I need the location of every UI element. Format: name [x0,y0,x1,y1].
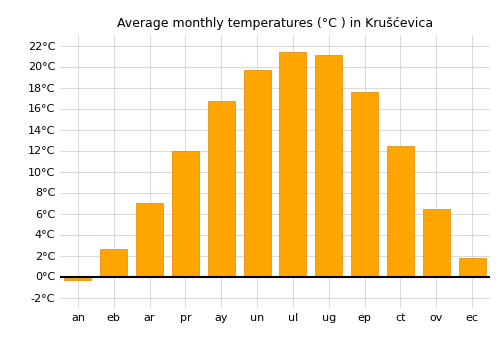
Bar [100,249,127,276]
Bar [172,150,199,276]
Bar [423,209,450,276]
Bar [244,70,270,276]
Bar [136,203,163,276]
Bar [458,258,485,277]
Bar [387,146,414,276]
Bar [64,276,92,280]
Bar [316,55,342,276]
Title: Average monthly temperatures (°C ) in Krušćevica: Average monthly temperatures (°C ) in Kr… [117,17,433,30]
Bar [280,52,306,276]
Bar [208,101,234,277]
Bar [351,92,378,276]
